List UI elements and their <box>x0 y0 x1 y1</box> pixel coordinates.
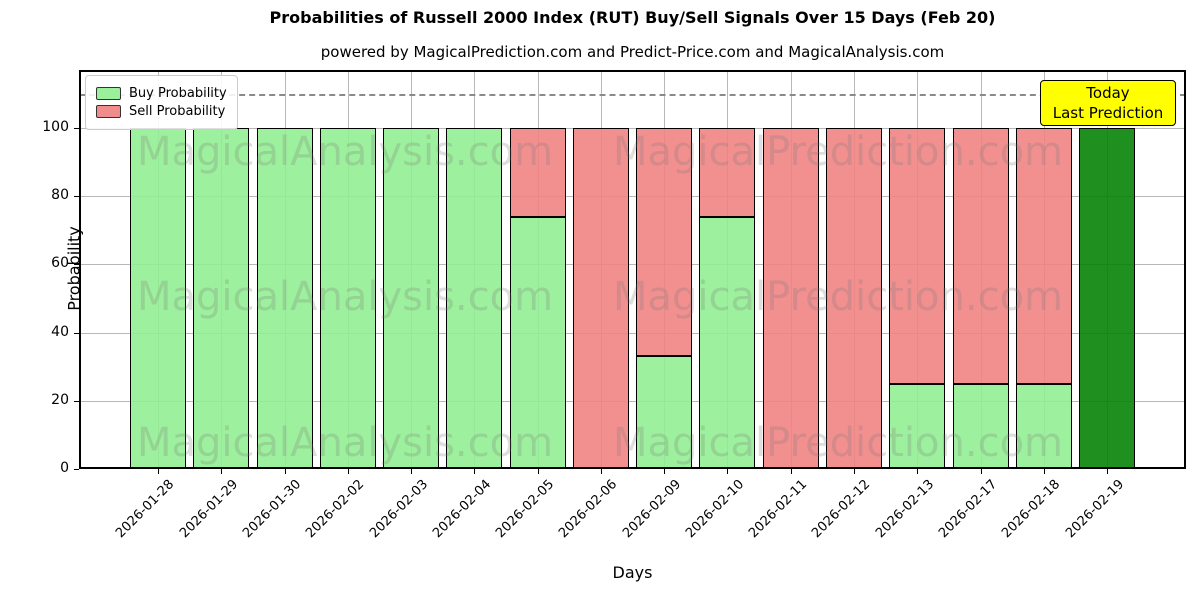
legend-label: Sell Probability <box>129 104 226 119</box>
chart-subtitle: powered by MagicalPrediction.com and Pre… <box>320 43 945 61</box>
gridline-horizontal <box>79 332 1186 334</box>
y-axis-tick <box>74 332 79 334</box>
watermark-text: MagicalPrediction.com <box>613 129 1063 175</box>
y-axis-tick <box>74 127 79 129</box>
bar-segment-sell <box>509 128 566 217</box>
x-tick-label: 2026-02-11 <box>746 477 811 542</box>
x-tick-label: 2026-01-30 <box>240 477 305 542</box>
bar-segment-sell <box>762 127 819 469</box>
x-axis-tick <box>474 469 476 474</box>
x-axis-tick <box>664 469 666 474</box>
bar-segment-buy <box>319 127 376 469</box>
bar-segment-buy <box>636 356 693 469</box>
y-axis-label: Probability <box>64 226 84 311</box>
x-axis-tick <box>917 469 919 474</box>
x-tick-label: 2026-02-09 <box>619 477 684 542</box>
x-axis-tick <box>980 469 982 474</box>
x-tick-label: 2026-02-19 <box>1062 477 1127 542</box>
y-axis-tick <box>74 196 79 198</box>
bar-segment-buy <box>256 127 313 469</box>
watermark-text: MagicalAnalysis.com <box>136 274 554 320</box>
y-tick-label: 80 <box>51 187 69 204</box>
legend-item: Sell Probability <box>96 104 227 119</box>
y-tick-label: 20 <box>51 391 69 408</box>
y-tick-label: 100 <box>42 118 69 135</box>
x-axis-tick <box>537 469 539 474</box>
x-axis-tick <box>284 469 286 474</box>
x-axis-tick <box>1043 469 1045 474</box>
x-tick-label: 2026-02-12 <box>809 477 874 542</box>
y-axis-tick <box>74 400 79 402</box>
gridline-horizontal <box>79 196 1186 198</box>
bar-segment-sell <box>636 127 693 357</box>
bar-segment-buy <box>193 127 250 469</box>
gridline-horizontal <box>79 264 1186 266</box>
legend-label: Buy Probability <box>129 86 227 101</box>
x-axis-tick <box>158 469 159 474</box>
x-tick-label: 2026-01-28 <box>113 477 178 542</box>
chart-title: Probabilities of Russell 2000 Index (RUT… <box>269 8 996 27</box>
x-axis-tick <box>600 469 602 474</box>
bar-segment-sell <box>952 127 1009 384</box>
x-tick-label: 2026-02-02 <box>303 477 368 542</box>
today-annotation-line: Last Prediction <box>1052 104 1164 122</box>
y-tick-label: 0 <box>60 460 69 476</box>
y-tick-label: 40 <box>51 323 69 340</box>
bar-segment-buy <box>889 383 946 469</box>
watermark-text: MagicalAnalysis.com <box>136 129 554 175</box>
x-axis-label: Days <box>612 563 653 582</box>
x-tick-label: 2026-02-17 <box>936 477 1001 542</box>
threshold-dashed-line <box>79 93 1186 96</box>
bar-segment-buy <box>383 127 440 469</box>
today-annotation-line: Today <box>1086 84 1130 102</box>
x-axis-tick <box>411 469 413 474</box>
legend-box: Buy Probability Sell Probability <box>85 75 238 130</box>
bar-segment-buy <box>952 383 1009 469</box>
bar-segment-sell <box>572 127 629 469</box>
gridline-horizontal <box>79 127 1186 129</box>
watermark-text: MagicalPrediction.com <box>613 274 1063 320</box>
y-axis-tick <box>74 469 79 470</box>
legend-item: Buy Probability <box>96 86 227 101</box>
watermark-text: MagicalPrediction.com <box>613 420 1063 466</box>
bar-segment-sell <box>825 127 882 469</box>
bar-segment-sell <box>889 127 946 384</box>
x-tick-label: 2026-02-03 <box>366 477 431 542</box>
y-tick-label: 60 <box>51 255 69 272</box>
x-tick-label: 2026-02-13 <box>872 477 937 542</box>
bar-segment-buy <box>509 216 566 469</box>
x-axis-tick <box>1107 469 1109 474</box>
x-tick-label: 2026-01-29 <box>176 477 241 542</box>
x-tick-label: 2026-02-06 <box>556 477 621 542</box>
y-axis-tick <box>74 264 79 266</box>
bar-segment-sell <box>1015 127 1072 384</box>
bar-segment-buy <box>699 216 756 469</box>
bar-segment-today <box>1079 127 1136 469</box>
x-axis-tick <box>347 469 349 474</box>
x-axis-tick <box>221 469 223 474</box>
plot-area: MagicalAnalysis.com MagicalPrediction.com… <box>42 70 1186 541</box>
today-annotation-box: Today Last Prediction <box>1040 80 1176 126</box>
legend-swatch-icon <box>96 87 121 100</box>
x-axis-tick <box>727 469 729 474</box>
bar-segment-sell <box>699 128 756 217</box>
x-tick-label: 2026-02-18 <box>999 477 1064 542</box>
x-tick-label: 2026-02-05 <box>493 477 558 542</box>
gridline-horizontal <box>79 400 1186 402</box>
x-tick-label: 2026-02-04 <box>429 477 494 542</box>
watermark-text: MagicalAnalysis.com <box>136 420 554 466</box>
bar-segment-buy <box>446 127 503 469</box>
x-axis-tick <box>853 469 855 474</box>
x-tick-label: 2026-02-10 <box>683 477 748 542</box>
legend-swatch-icon <box>96 105 121 118</box>
x-axis-tick <box>790 469 792 474</box>
